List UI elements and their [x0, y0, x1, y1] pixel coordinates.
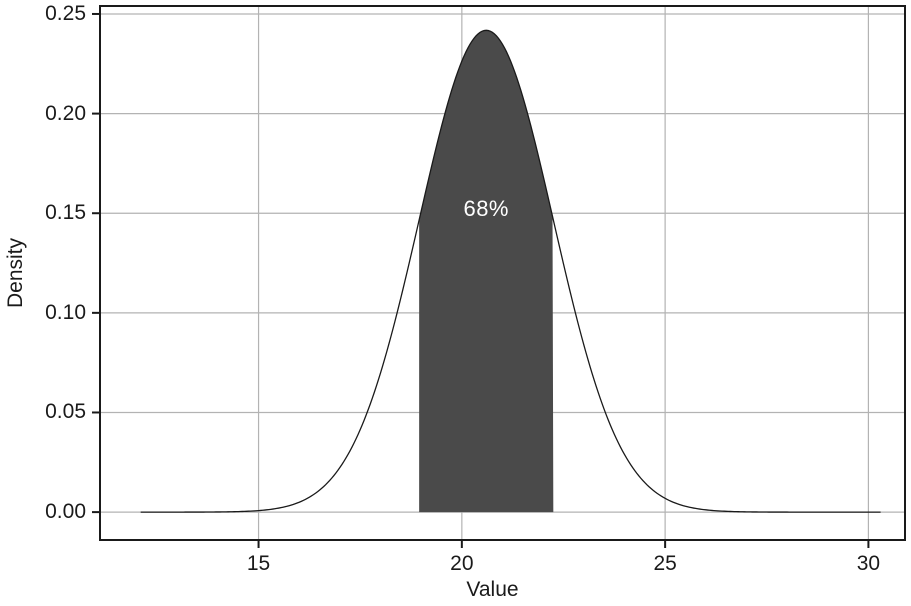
x-tick-label: 30	[856, 552, 881, 575]
plot-border	[99, 5, 906, 541]
density-curve	[140, 29, 881, 513]
shaded-area-percentage-label: 68%	[463, 196, 510, 222]
x-tick-label: 15	[246, 552, 271, 575]
y-axis-title: Density	[4, 237, 27, 309]
x-tick-label: 20	[450, 552, 474, 575]
y-tick-label: 0.10	[45, 300, 86, 324]
y-tick-label: 0.20	[45, 101, 86, 125]
y-tick-label: 0.00	[45, 500, 86, 524]
y-tick-label: 0.25	[45, 1, 86, 25]
shaded-region-68pct	[419, 30, 554, 513]
x-axis-title: Value	[466, 578, 519, 601]
y-tick-label: 0.05	[45, 400, 86, 424]
y-tick-label: 0.15	[45, 201, 86, 225]
x-tick-label: 25	[653, 552, 677, 575]
